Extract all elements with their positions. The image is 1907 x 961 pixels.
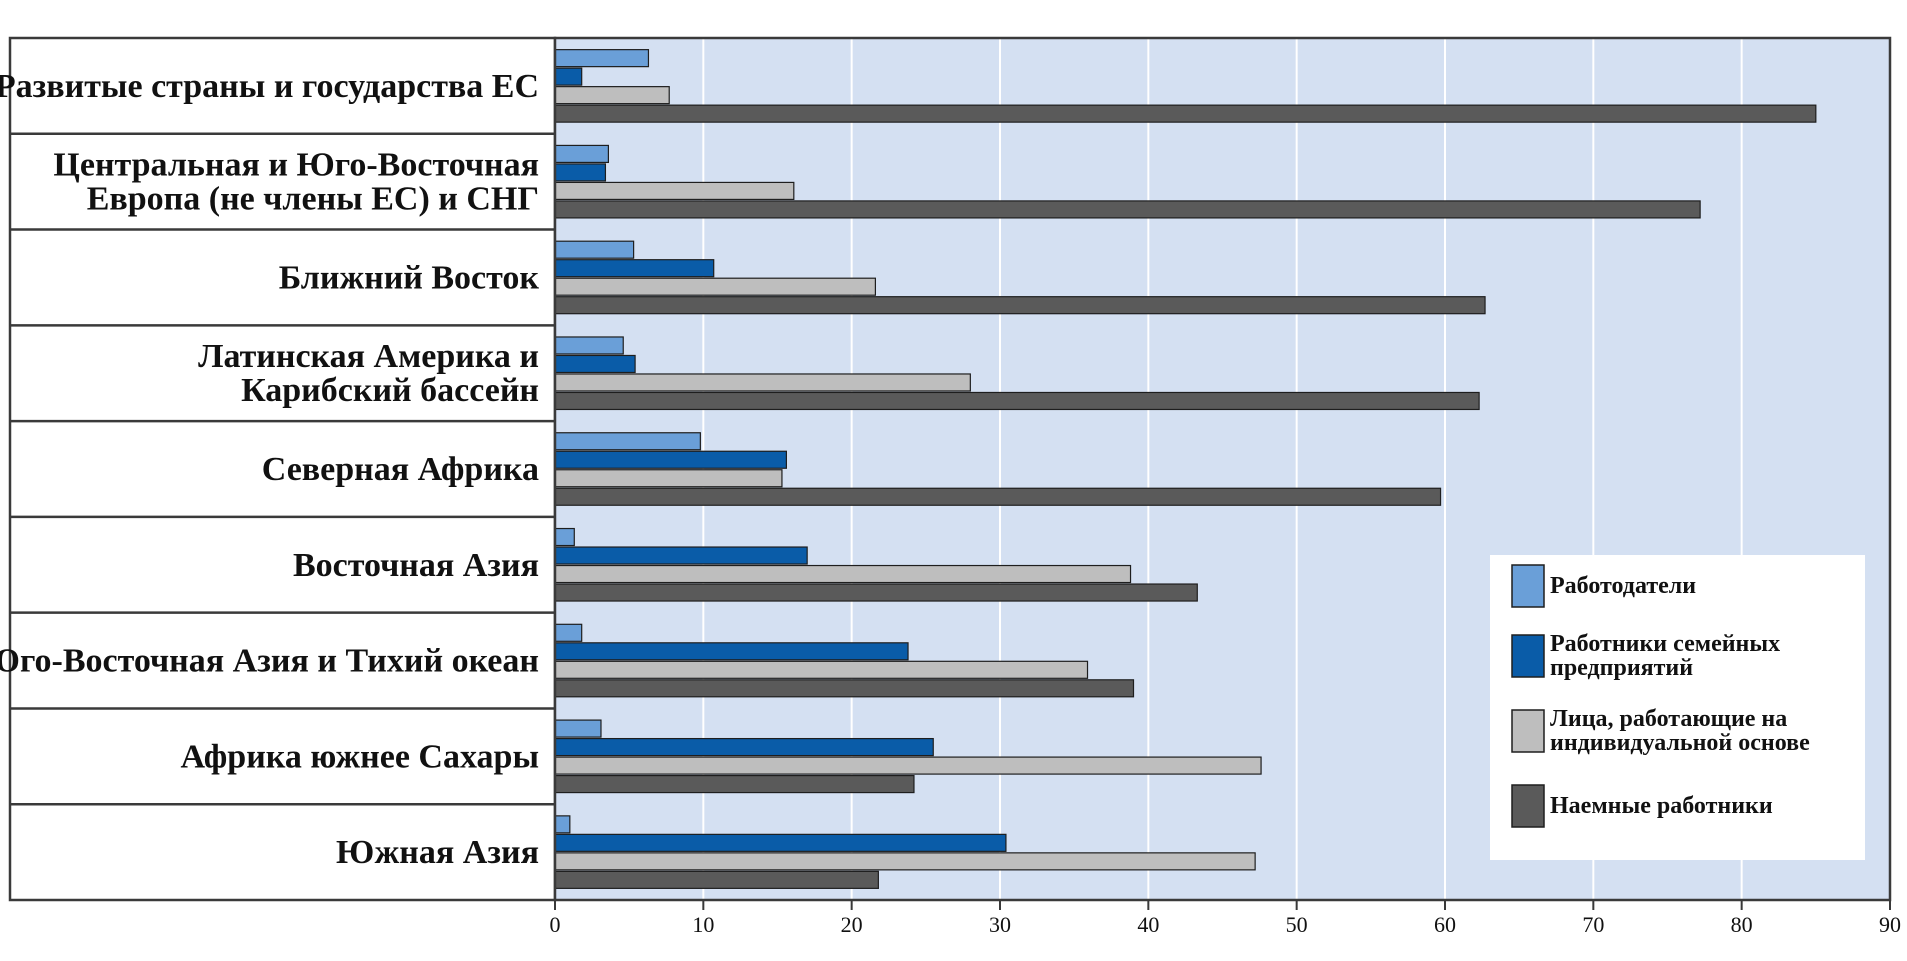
category-label-panel: Развитые страны и государства ЕС Централь…: [0, 36, 557, 902]
category-label: Карибский бассейн: [241, 372, 539, 409]
bar: [554, 391, 1480, 411]
bar: [554, 200, 1701, 219]
legend-swatch: [1511, 709, 1545, 753]
legend-label: Работодатели: [1550, 573, 1696, 599]
category-label: Юго-Восточная Азия и Тихий океан: [0, 643, 539, 680]
bar: [554, 546, 808, 565]
x-tick-label: 90: [1879, 912, 1901, 937]
x-tick-label: 20: [841, 912, 863, 937]
bar: [554, 450, 787, 469]
category-label: Северная Африка: [262, 451, 539, 488]
bar: [554, 469, 783, 488]
bar: [554, 86, 670, 105]
category-label: Развитые страны и государства ЕС: [0, 68, 539, 105]
category-label: Африка южнее Сахары: [181, 738, 539, 775]
legend-box: [1490, 555, 1865, 860]
bar: [554, 296, 1486, 315]
x-axis: 0 10 20 30 40 50 60 70 80 90: [550, 900, 1901, 937]
bar: [554, 852, 1256, 871]
bar: [554, 756, 1262, 775]
bar: [554, 815, 571, 834]
x-tick-label: 0: [550, 912, 561, 937]
bar: [554, 737, 934, 757]
bar: [554, 774, 915, 794]
category-label: Латинская Америка и: [198, 338, 539, 375]
legend-label: Наемные работники: [1550, 793, 1773, 819]
bar: [554, 527, 575, 547]
x-tick-label: 80: [1731, 912, 1753, 937]
bar: [554, 870, 879, 889]
category-label: Центральная и Юго-Восточная: [53, 147, 539, 184]
legend-label: Лица, работающие на: [1550, 706, 1787, 732]
legend-swatch: [1511, 784, 1545, 828]
bar: [554, 181, 795, 201]
x-tick-label: 70: [1582, 912, 1604, 937]
category-label: Восточная Азия: [293, 547, 539, 584]
plot-frame: [553, 36, 1892, 902]
bar: [554, 660, 1089, 679]
category-label: Ближний Восток: [279, 259, 540, 296]
bar: [554, 277, 876, 296]
category-label: Европа (не члены ЕС) и СНГ: [87, 181, 539, 218]
legend-swatch: [1511, 564, 1545, 608]
plot-area: [553, 36, 1892, 902]
bar: [554, 487, 1442, 506]
bar: [554, 163, 607, 182]
bar: [554, 719, 602, 738]
label-panel-frame: [8, 36, 557, 902]
legend-label: Работники семейных: [1550, 631, 1780, 657]
bar: [554, 432, 701, 451]
bar: [554, 104, 1817, 123]
x-tick-label: 10: [692, 912, 714, 937]
x-tick-label: 40: [1137, 912, 1159, 937]
x-tick-label: 30: [989, 912, 1011, 937]
bar: [554, 67, 583, 86]
bar: [554, 336, 624, 355]
bar: [554, 373, 971, 392]
legend-label: индивидуальной основе: [1550, 730, 1810, 756]
legend: Работодатели Работники семейныхпредприяти…: [1490, 555, 1865, 860]
bar: [554, 144, 610, 164]
legend-swatch: [1511, 634, 1545, 678]
bar: [554, 240, 635, 259]
bar: [554, 679, 1135, 698]
bar: [554, 642, 909, 661]
bar: [554, 49, 650, 68]
bar: [554, 623, 583, 642]
bar: [554, 583, 1198, 602]
x-tick-label: 60: [1434, 912, 1456, 937]
bar: [554, 564, 1132, 584]
bar: [554, 833, 1007, 852]
bar: [554, 259, 715, 278]
bar: [554, 354, 636, 374]
legend-label: предприятий: [1550, 655, 1693, 681]
category-label: Южная Азия: [336, 834, 539, 871]
x-tick-label: 50: [1286, 912, 1308, 937]
